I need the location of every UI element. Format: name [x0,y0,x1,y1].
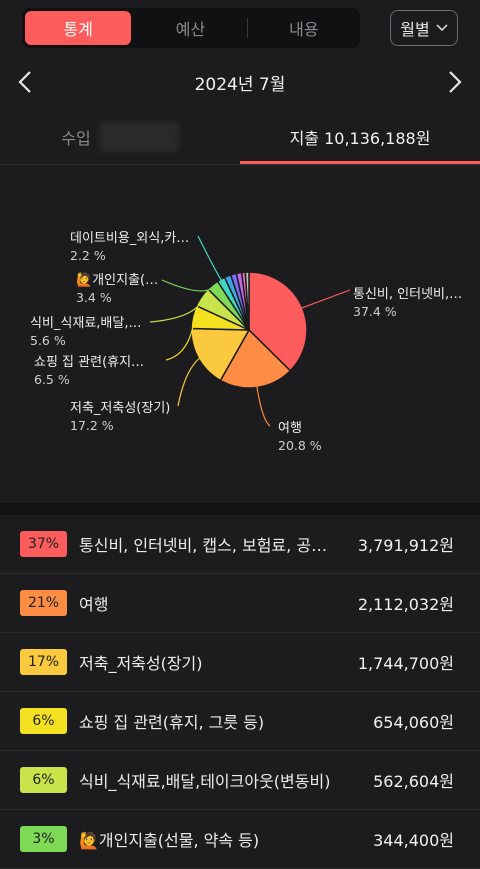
income-amount-blurred [98,122,179,152]
pie-leader-line [165,317,196,361]
month-navigator: 2024년 7월 [0,62,480,102]
percent-badge: 6% [20,767,67,793]
category-name: 통신비, 인터넷비, 캡스, 보험료, 공과… [79,536,337,555]
pie-percent-label: 20.8 % [278,438,322,453]
pie-label: 🙋개인지출(… [76,272,158,288]
pie-label: 데이트비용_외식,카… [70,231,189,246]
tab-expense[interactable]: 지출 10,136,188원 [240,112,480,164]
percent-badge: 17% [20,649,67,675]
chevron-right-icon[interactable] [440,68,468,96]
pie-leader-line [256,385,271,427]
pie-leader-line [161,279,215,292]
category-name: 저축_저축성(장기) [79,654,203,673]
tab-details[interactable]: 내용 [289,20,319,39]
tab-income-label: 수입 [61,129,91,148]
pie-label: 통신비, 인터넷비,… [353,287,462,302]
percent-badge: 3% [20,826,67,852]
view-segmented-control: 통계 예산 내용 [22,8,360,48]
pie-label: 저축_저축성(장기) [70,401,170,416]
pie-percent-label: 17.2 % [70,418,114,433]
tab-stats[interactable]: 통계 [25,11,132,45]
pie-label: 여행 [278,420,302,436]
list-item[interactable]: 21% 여행 2,112,032원 [0,574,480,633]
category-amount: 654,060원 [373,713,454,732]
pie-leader-line [149,297,204,323]
category-name: 여행 [79,595,109,614]
category-amount: 1,744,700원 [357,654,454,673]
percent-badge: 21% [20,590,67,616]
pie-percent-label: 5.6 % [30,333,66,348]
tab-expense-label: 지출 10,136,188원 [289,129,431,148]
category-name: 식비_식재료,배달,테이크아웃(변동비) [79,772,331,791]
pie-percent-label: 2.2 % [70,248,106,263]
segment-divider [246,18,248,38]
section-divider [0,503,480,515]
list-item[interactable]: 6% 식비_식재료,배달,테이크아웃(변동비) 562,604원 [0,751,480,810]
pie-leader-line [177,357,201,407]
chevron-left-icon[interactable] [12,68,40,96]
list-item[interactable]: 6% 쇼핑 집 관련(휴지, 그릇 등) 654,060원 [0,692,480,751]
category-list: 37% 통신비, 인터넷비, 캡스, 보험료, 공과… 3,791,912원 2… [0,515,480,869]
tab-budget[interactable]: 예산 [175,20,206,39]
category-amount: 2,112,032원 [357,595,454,614]
pie-percent-label: 37.4 % [353,304,397,319]
pie-label: 식비_식재료,배달,… [30,316,142,331]
list-item[interactable]: 3% 🙋개인지출(선물, 약속 등) 344,400원 [0,810,480,869]
category-amount: 344,400원 [373,831,454,850]
percent-badge: 37% [20,531,67,557]
category-amount: 3,791,912원 [357,536,454,555]
pie-slice[interactable] [244,271,250,331]
expense-pie-chart: 통신비, 인터넷비,… 37.4 % 여행 20.8 % 저축_저축성(장기) 17.2 … [0,170,480,500]
pie-chart-svg: 통신비, 인터넷비,… 37.4 % 여행 20.8 % 저축_저축성(장기) 17.2 … [30,231,462,453]
pie-label: 쇼핑 집 관련(휴지… [34,355,144,370]
category-amount: 562,604원 [373,772,454,791]
list-item[interactable]: 37% 통신비, 인터넷비, 캡스, 보험료, 공과… 3,791,912원 [0,515,480,574]
category-name: 🙋개인지출(선물, 약속 등) [79,831,260,850]
chevron-down-icon [436,24,448,32]
pie-leader-line [197,235,223,282]
pie-leader-line [300,289,351,309]
pie-percent-label: 6.5 % [34,372,70,387]
category-name: 쇼핑 집 관련(휴지, 그릇 등) [79,713,265,732]
tab-income[interactable]: 수입 [0,112,240,162]
period-dropdown-label: 월별 [400,20,430,39]
income-expense-tabs: 수입 지출 10,136,188원 [0,112,480,165]
percent-badge: 6% [20,708,67,734]
pie-percent-label: 3.4 % [76,290,112,305]
month-title: 2024년 7월 [194,75,286,95]
period-dropdown[interactable]: 월별 [390,10,458,46]
list-item[interactable]: 17% 저축_저축성(장기) 1,744,700원 [0,633,480,692]
